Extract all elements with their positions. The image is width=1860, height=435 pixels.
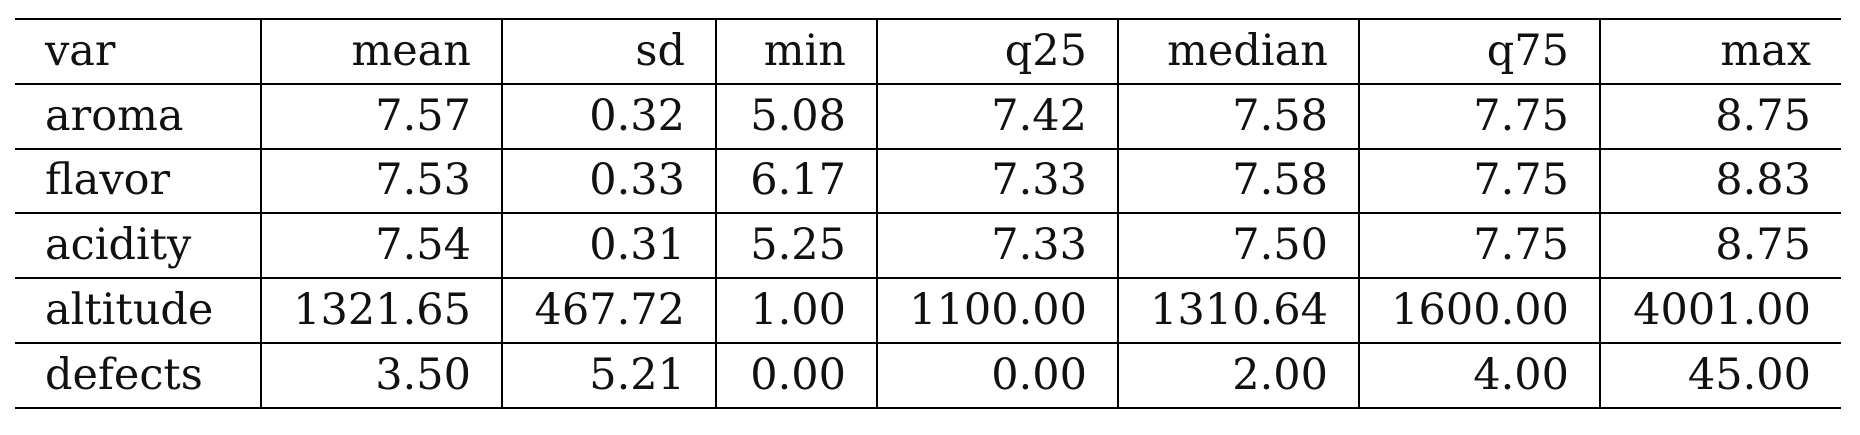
column-header-mean: mean [261,18,503,85]
cell-q75: 7.75 [1359,83,1601,150]
cell-q25: 1100.00 [877,278,1119,344]
cell-sd: 0.32 [502,83,717,150]
cell-mean: 7.53 [261,148,503,215]
cell-max: 4001.00 [1600,278,1841,344]
cell-sd: 0.33 [502,148,717,215]
cell-min: 6.17 [716,148,878,215]
column-header-max: max [1600,18,1841,85]
cell-q75: 1600.00 [1359,278,1601,344]
table-header: var mean sd min q25 median q75 max [15,18,1841,85]
cell-max: 8.75 [1600,213,1841,280]
table-row: acidity 7.54 0.31 5.25 7.33 7.50 7.75 8.… [15,213,1841,280]
summary-statistics-table: var mean sd min q25 median q75 max aroma… [15,18,1841,409]
row-label: acidity [15,213,262,280]
cell-sd: 5.21 [502,342,717,409]
cell-median: 1310.64 [1118,278,1360,344]
header-row: var mean sd min q25 median q75 max [15,18,1841,85]
row-label: aroma [15,83,262,150]
cell-q75: 7.75 [1359,148,1601,215]
cell-min: 5.08 [716,83,878,150]
cell-q75: 4.00 [1359,342,1601,409]
cell-median: 7.50 [1118,213,1360,280]
cell-mean: 1321.65 [261,278,503,344]
table-row: defects 3.50 5.21 0.00 0.00 2.00 4.00 45… [15,342,1841,409]
row-label: altitude [15,278,262,344]
table-row: aroma 7.57 0.32 5.08 7.42 7.58 7.75 8.75 [15,83,1841,150]
column-header-q25: q25 [877,18,1119,85]
column-header-median: median [1118,18,1360,85]
cell-q25: 7.33 [877,148,1119,215]
cell-sd: 467.72 [502,278,717,344]
cell-median: 7.58 [1118,148,1360,215]
cell-q25: 0.00 [877,342,1119,409]
cell-sd: 0.31 [502,213,717,280]
column-header-q75: q75 [1359,18,1601,85]
cell-max: 45.00 [1600,342,1841,409]
column-header-min: min [716,18,878,85]
cell-max: 8.83 [1600,148,1841,215]
cell-median: 2.00 [1118,342,1360,409]
cell-min: 5.25 [716,213,878,280]
cell-max: 8.75 [1600,83,1841,150]
cell-mean: 3.50 [261,342,503,409]
cell-mean: 7.54 [261,213,503,280]
cell-q75: 7.75 [1359,213,1601,280]
cell-q25: 7.42 [877,83,1119,150]
cell-mean: 7.57 [261,83,503,150]
row-label: defects [15,342,262,409]
row-label: flavor [15,148,262,215]
table-row: altitude 1321.65 467.72 1.00 1100.00 131… [15,278,1841,344]
cell-q25: 7.33 [877,213,1119,280]
table-row: flavor 7.53 0.33 6.17 7.33 7.58 7.75 8.8… [15,148,1841,215]
table-body: aroma 7.57 0.32 5.08 7.42 7.58 7.75 8.75… [15,83,1841,409]
cell-min: 1.00 [716,278,878,344]
column-header-var: var [15,18,262,85]
cell-min: 0.00 [716,342,878,409]
cell-median: 7.58 [1118,83,1360,150]
column-header-sd: sd [502,18,717,85]
